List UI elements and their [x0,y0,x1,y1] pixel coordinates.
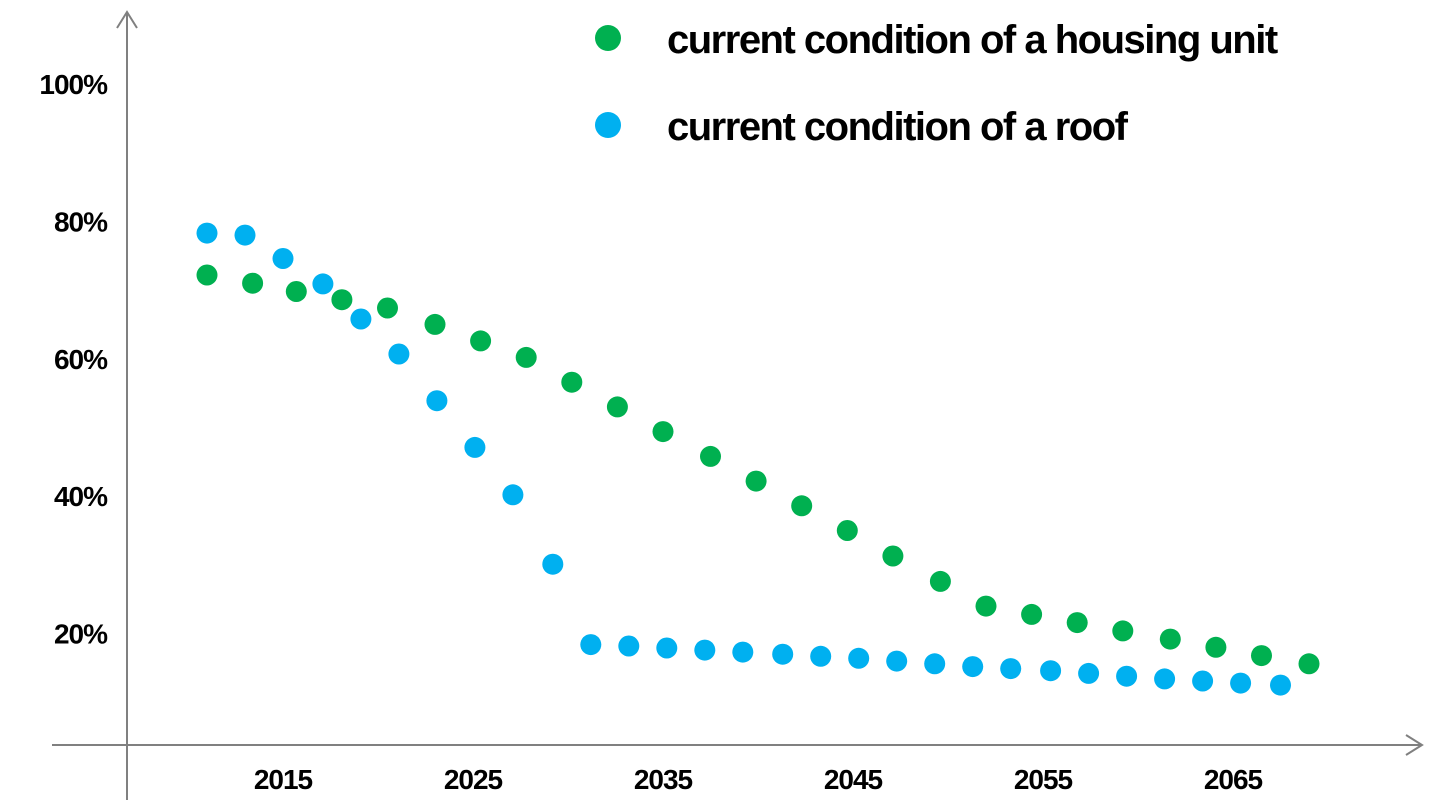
data-point [882,545,904,567]
data-point [1078,662,1100,684]
data-point [652,421,674,443]
data-point [656,637,678,659]
data-point [470,330,492,352]
data-point [388,343,410,365]
x-tick-label: 2015 [254,764,313,795]
data-point [929,570,951,592]
y-tick-label: 60% [54,344,108,375]
data-point [502,484,524,506]
data-point [1230,672,1252,694]
data-point [1298,653,1320,675]
y-tick-label: 80% [54,206,108,237]
data-point [464,436,486,458]
data-point [606,396,628,418]
legend-item: current condition of a roof [595,105,1130,149]
legend-item: current condition of a housing unit [595,18,1279,62]
data-point [1154,668,1176,690]
data-point [272,248,294,269]
data-point [1040,660,1062,682]
data-point [542,553,564,575]
data-point [772,643,794,665]
data-point [745,470,767,492]
data-point [1021,603,1043,625]
legend-marker-icon [595,112,621,138]
legend-marker-icon [595,25,621,51]
data-point [694,639,716,661]
data-point [1066,612,1088,634]
series-1 [196,264,1320,675]
legend-label: current condition of a housing unit [667,18,1278,62]
data-point [515,346,537,368]
data-point [350,308,372,330]
series-2 [196,222,1291,696]
data-point [886,650,908,672]
data-point [700,445,721,467]
legend-label: current condition of a roof [667,105,1129,149]
data-point [196,222,218,244]
data-point [377,297,398,319]
data-point [561,371,583,393]
data-point [924,653,946,675]
data-point [331,289,353,311]
data-point [836,520,858,541]
y-tick-labels: 20% 40% 60% 80% 100% [39,69,109,650]
y-tick-label: 100% [39,69,108,100]
data-point [242,272,264,294]
x-tick-label: 2065 [1204,764,1263,795]
data-point [196,264,218,286]
data-point [810,645,832,667]
data-point [426,390,448,412]
data-point [312,273,334,295]
data-point [962,656,984,678]
y-tick-label: 20% [54,619,108,650]
data-point [234,224,256,246]
x-axis-arrow-icon [1405,734,1424,756]
data-point [848,647,870,669]
data-point [1116,665,1138,687]
y-tick-label: 40% [54,481,108,512]
x-tick-labels: 2015 2025 2035 2045 2055 2065 [254,764,1264,795]
data-point [1251,645,1272,667]
data-point [1270,674,1291,696]
data-series [196,222,1320,696]
data-point [1159,628,1181,650]
data-point [732,641,754,663]
x-tick-label: 2045 [824,764,883,795]
data-point [580,634,602,656]
x-tick-label: 2055 [1014,764,1073,795]
data-point [424,313,446,335]
legend: current condition of a housing unit curre… [595,18,1279,149]
data-point [975,595,997,617]
axes [52,10,1424,800]
data-point [1112,620,1134,642]
data-point [791,495,813,517]
y-axis-arrow-icon [116,10,138,29]
data-point [285,281,307,302]
data-point [1000,658,1022,680]
x-tick-label: 2035 [634,764,693,795]
data-point [1192,670,1214,692]
x-tick-label: 2025 [444,764,503,795]
data-point [1205,636,1227,658]
data-point [618,635,640,657]
